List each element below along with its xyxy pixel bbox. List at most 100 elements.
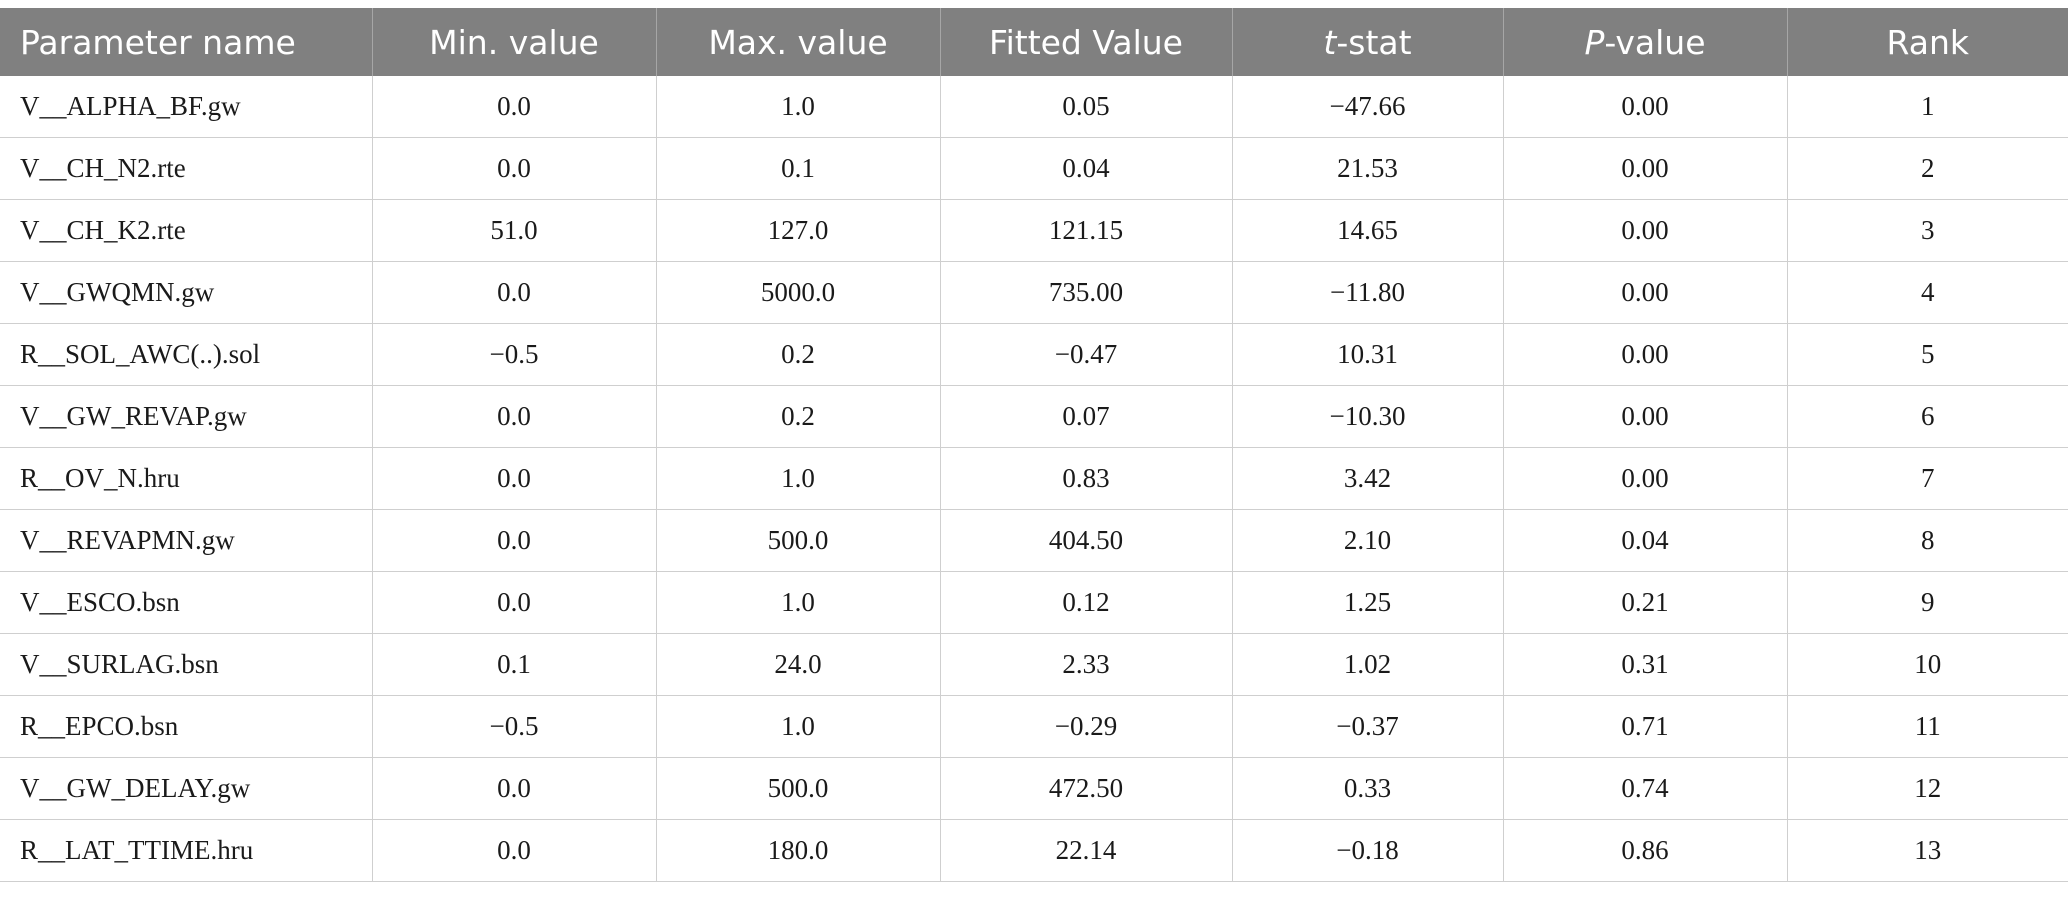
header-max-value: Max. value [655, 8, 940, 76]
max-value-cell: 500.0 [655, 509, 940, 572]
table-row: V__ALPHA_BF.gw 0.0 1.0 0.05 −47.66 0.00 1 [0, 76, 2068, 138]
parameter-name-cell: R__SOL_AWC(..).sol [0, 323, 372, 386]
p-value-cell: 0.00 [1502, 447, 1787, 510]
fitted-value-cell: 404.50 [939, 509, 1232, 572]
parameter-name-cell: V__CH_K2.rte [0, 199, 372, 262]
t-stat-cell: −10.30 [1231, 385, 1503, 448]
p-value-cell: 0.00 [1502, 137, 1787, 200]
rank-cell: 13 [1786, 819, 2068, 882]
rank-cell: 3 [1786, 199, 2068, 262]
t-stat-cell: −0.37 [1231, 695, 1503, 758]
table-row: R__LAT_TTIME.hru 0.0 180.0 22.14 −0.18 0.86 13 [0, 819, 2068, 882]
t-stat-cell: 2.10 [1231, 509, 1503, 572]
rank-cell: 11 [1786, 695, 2068, 758]
max-value-cell: 0.1 [655, 137, 940, 200]
fitted-value-cell: 735.00 [939, 261, 1232, 324]
fitted-value-cell: 472.50 [939, 757, 1232, 820]
p-value-cell: 0.00 [1502, 323, 1787, 386]
table-row: R__SOL_AWC(..).sol −0.5 0.2 −0.47 10.31 0.00 5 [0, 323, 2068, 386]
parameter-name-cell: V__REVAPMN.gw [0, 509, 372, 572]
rank-cell: 10 [1786, 633, 2068, 696]
t-stat-cell: 21.53 [1231, 137, 1503, 200]
max-value-cell: 1.0 [655, 447, 940, 510]
rank-cell: 4 [1786, 261, 2068, 324]
fitted-value-cell: 0.07 [939, 385, 1232, 448]
p-value-cell: 0.00 [1502, 199, 1787, 262]
header-min-value: Min. value [371, 8, 656, 76]
header-row: Parameter name Min. value Max. value Fit… [0, 8, 2068, 76]
max-value-cell: 5000.0 [655, 261, 940, 324]
table-container: Parameter name Min. value Max. value Fit… [0, 8, 2068, 882]
max-value-cell: 1.0 [655, 76, 940, 138]
header-fitted-value: Fitted Value [939, 8, 1232, 76]
parameter-name-cell: V__ESCO.bsn [0, 571, 372, 634]
p-value-cell: 0.21 [1502, 571, 1787, 634]
t-stat-cell: 10.31 [1231, 323, 1503, 386]
p-value-cell: 0.00 [1502, 261, 1787, 324]
parameter-name-cell: R__LAT_TTIME.hru [0, 819, 372, 882]
t-stat-cell: 1.25 [1231, 571, 1503, 634]
rank-cell: 1 [1786, 76, 2068, 138]
header-p-value: P-value [1502, 8, 1787, 76]
header-t-stat: t-stat [1231, 8, 1503, 76]
min-value-cell: 0.0 [371, 757, 656, 820]
table-row: V__ESCO.bsn 0.0 1.0 0.12 1.25 0.21 9 [0, 571, 2068, 634]
max-value-cell: 127.0 [655, 199, 940, 262]
parameter-name-cell: V__GWQMN.gw [0, 261, 372, 324]
table-row: V__REVAPMN.gw 0.0 500.0 404.50 2.10 0.04 8 [0, 509, 2068, 572]
table-row: R__OV_N.hru 0.0 1.0 0.83 3.42 0.00 7 [0, 447, 2068, 510]
min-value-cell: 0.0 [371, 137, 656, 200]
min-value-cell: 0.0 [371, 447, 656, 510]
min-value-cell: 0.0 [371, 571, 656, 634]
max-value-cell: 0.2 [655, 323, 940, 386]
fitted-value-cell: 121.15 [939, 199, 1232, 262]
max-value-cell: 1.0 [655, 695, 940, 758]
fitted-value-cell: 0.04 [939, 137, 1232, 200]
t-stat-cell: −11.80 [1231, 261, 1503, 324]
fitted-value-cell: 0.83 [939, 447, 1232, 510]
parameter-name-cell: R__OV_N.hru [0, 447, 372, 510]
fitted-value-cell: −0.29 [939, 695, 1232, 758]
fitted-value-cell: 2.33 [939, 633, 1232, 696]
fitted-value-cell: 22.14 [939, 819, 1232, 882]
parameter-name-cell: V__CH_N2.rte [0, 137, 372, 200]
parameter-name-cell: V__ALPHA_BF.gw [0, 76, 372, 138]
table-row: V__CH_N2.rte 0.0 0.1 0.04 21.53 0.00 2 [0, 137, 2068, 200]
table-row: V__SURLAG.bsn 0.1 24.0 2.33 1.02 0.31 10 [0, 633, 2068, 696]
rank-cell: 6 [1786, 385, 2068, 448]
table-row: V__GW_REVAP.gw 0.0 0.2 0.07 −10.30 0.00 6 [0, 385, 2068, 448]
min-value-cell: 0.1 [371, 633, 656, 696]
table-row: V__GW_DELAY.gw 0.0 500.0 472.50 0.33 0.74 12 [0, 757, 2068, 820]
max-value-cell: 500.0 [655, 757, 940, 820]
fitted-value-cell: −0.47 [939, 323, 1232, 386]
table-body: V__ALPHA_BF.gw 0.0 1.0 0.05 −47.66 0.00 1 V__CH… [0, 76, 2068, 882]
min-value-cell: 0.0 [371, 509, 656, 572]
parameter-name-cell: V__GW_REVAP.gw [0, 385, 372, 448]
parameter-name-cell: V__SURLAG.bsn [0, 633, 372, 696]
table-row: R__EPCO.bsn −0.5 1.0 −0.29 −0.37 0.71 11 [0, 695, 2068, 758]
p-value-cell: 0.00 [1502, 76, 1787, 138]
min-value-cell: −0.5 [371, 323, 656, 386]
t-stat-cell: 0.33 [1231, 757, 1503, 820]
min-value-cell: 0.0 [371, 385, 656, 448]
min-value-cell: 0.0 [371, 76, 656, 138]
fitted-value-cell: 0.05 [939, 76, 1232, 138]
rank-cell: 8 [1786, 509, 2068, 572]
max-value-cell: 0.2 [655, 385, 940, 448]
t-stat-cell: −0.18 [1231, 819, 1503, 882]
p-value-cell: 0.74 [1502, 757, 1787, 820]
min-value-cell: 51.0 [371, 199, 656, 262]
t-stat-cell: 3.42 [1231, 447, 1503, 510]
p-value-cell: 0.00 [1502, 385, 1787, 448]
min-value-cell: 0.0 [371, 819, 656, 882]
max-value-cell: 180.0 [655, 819, 940, 882]
min-value-cell: 0.0 [371, 261, 656, 324]
max-value-cell: 24.0 [655, 633, 940, 696]
header-parameter-name: Parameter name [0, 8, 372, 76]
min-value-cell: −0.5 [371, 695, 656, 758]
fitted-value-cell: 0.12 [939, 571, 1232, 634]
rank-cell: 2 [1786, 137, 2068, 200]
t-stat-cell: −47.66 [1231, 76, 1503, 138]
p-value-cell: 0.86 [1502, 819, 1787, 882]
parameter-name-cell: R__EPCO.bsn [0, 695, 372, 758]
